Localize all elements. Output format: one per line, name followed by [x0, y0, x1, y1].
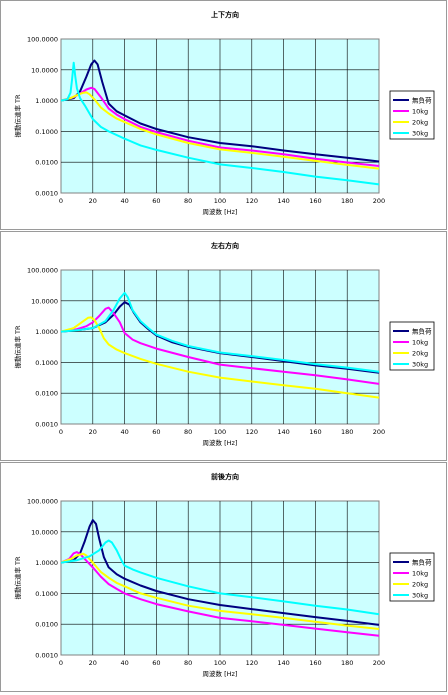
- legend-label: 無負荷: [412, 327, 432, 336]
- y-tick-label: 0.0100: [35, 390, 58, 398]
- x-tick-label: 160: [309, 197, 321, 205]
- legend: 無負荷 10kg 20kg 30kg: [389, 90, 435, 140]
- chart-title: 左右方向: [210, 241, 239, 250]
- x-axis-label: 周波数 [Hz]: [203, 207, 238, 216]
- x-tick-label: 40: [120, 659, 128, 667]
- x-tick-label: 160: [309, 659, 321, 667]
- y-tick-label: 0.0100: [35, 621, 58, 629]
- x-tick-label: 180: [341, 659, 353, 667]
- legend-label: 20kg: [412, 350, 428, 358]
- x-axis-label: 周波数 [Hz]: [203, 438, 238, 447]
- series-line-1: [60, 306, 380, 385]
- legend-label: 10kg: [412, 339, 428, 347]
- series-line-2: [60, 316, 380, 399]
- x-tick-label: 0: [59, 659, 63, 667]
- chart-panel-lateral: 左右方向 0 20 40 60 80 100 120 140 160 180 200 0.0010 0.0…: [0, 231, 447, 461]
- x-tick-label: 200: [373, 428, 385, 436]
- x-tick-label: 80: [184, 428, 192, 436]
- series-line-3: [60, 291, 380, 373]
- x-tick-label: 100: [214, 428, 226, 436]
- series-line-3: [60, 61, 380, 186]
- x-tick-label: 200: [373, 659, 385, 667]
- x-axis-label: 周波数 [Hz]: [203, 669, 238, 678]
- y-tick-label: 10.0000: [31, 297, 58, 305]
- x-tick-label: 0: [59, 428, 63, 436]
- legend-label: 10kg: [412, 108, 428, 116]
- y-tick-label: 1.0000: [35, 97, 58, 105]
- y-axis-label: 振動伝達率 TR: [13, 556, 22, 600]
- y-tick-label: 1.0000: [35, 559, 58, 567]
- x-tick-label: 40: [120, 197, 128, 205]
- chart-panel-vertical: 上下方向 0 20 40 60 80 100 120 140 160 180 200 0.0010 0.0…: [0, 0, 447, 230]
- y-tick-label: 100.0000: [27, 36, 58, 44]
- y-tick-label: 10.0000: [31, 528, 58, 536]
- legend-label: 30kg: [412, 130, 428, 138]
- x-tick-label: 60: [152, 197, 160, 205]
- series-line-1: [60, 551, 380, 637]
- legend: 無負荷 10kg 20kg 30kg: [389, 321, 435, 371]
- x-tick-label: 180: [341, 197, 353, 205]
- x-tick-label: 20: [89, 428, 97, 436]
- x-tick-label: 40: [120, 428, 128, 436]
- y-tick-label: 100.0000: [27, 267, 58, 275]
- legend: 無負荷 10kg 20kg 30kg: [389, 552, 435, 602]
- x-tick-label: 60: [152, 659, 160, 667]
- x-tick-label: 200: [373, 197, 385, 205]
- series-line-3: [60, 539, 380, 616]
- x-tick-label: 80: [184, 659, 192, 667]
- x-tick-label: 180: [341, 428, 353, 436]
- legend-label: 20kg: [412, 119, 428, 127]
- x-tick-label: 160: [309, 428, 321, 436]
- x-tick-label: 120: [246, 197, 258, 205]
- y-tick-label: 10.0000: [31, 66, 58, 74]
- legend-label: 10kg: [412, 570, 428, 578]
- y-tick-label: 0.0100: [35, 159, 58, 167]
- series-line-0: [60, 59, 380, 163]
- y-tick-label: 1.0000: [35, 328, 58, 336]
- x-tick-label: 140: [277, 428, 289, 436]
- x-tick-label: 0: [59, 197, 63, 205]
- y-tick-label: 0.1000: [35, 590, 58, 598]
- series-line-2: [60, 91, 380, 170]
- x-tick-label: 100: [214, 197, 226, 205]
- legend-label: 無負荷: [412, 558, 432, 567]
- legend-label: 20kg: [412, 581, 428, 589]
- y-tick-label: 0.0010: [35, 190, 58, 198]
- x-tick-label: 140: [277, 197, 289, 205]
- x-tick-label: 120: [246, 659, 258, 667]
- series-line-2: [60, 552, 380, 630]
- y-axis-label: 振動伝達率 TR: [13, 325, 22, 369]
- series-line-0: [60, 519, 380, 626]
- y-tick-label: 0.0010: [35, 421, 58, 429]
- x-tick-label: 120: [246, 428, 258, 436]
- x-tick-label: 20: [89, 197, 97, 205]
- chart-title: 前後方向: [211, 472, 239, 481]
- legend-label: 30kg: [412, 592, 428, 600]
- chart-svg: 上下方向 0 20 40 60 80 100 120 140 160 180 200 0.0010 0.0…: [13, 10, 435, 216]
- x-tick-label: 100: [214, 659, 226, 667]
- chart-panel-longitudinal: 前後方向 0 20 40 60 80 100 120 140 160 180 200 0.0010 0.0…: [0, 462, 447, 692]
- chart-svg: 前後方向 0 20 40 60 80 100 120 140 160 180 200 0.0010 0.0…: [13, 472, 435, 678]
- x-tick-label: 140: [277, 659, 289, 667]
- x-tick-label: 60: [152, 428, 160, 436]
- x-tick-label: 80: [184, 197, 192, 205]
- y-tick-label: 100.0000: [27, 498, 58, 506]
- x-tick-label: 20: [89, 659, 97, 667]
- y-tick-label: 0.1000: [35, 359, 58, 367]
- series-line-1: [60, 86, 380, 167]
- chart-title: 上下方向: [211, 10, 239, 19]
- y-axis-label: 振動伝達率 TR: [13, 94, 22, 138]
- y-tick-label: 0.1000: [35, 128, 58, 136]
- y-tick-label: 0.0010: [35, 652, 58, 660]
- legend-label: 30kg: [412, 361, 428, 369]
- legend-label: 無負荷: [412, 96, 432, 105]
- chart-svg: 左右方向 0 20 40 60 80 100 120 140 160 180 200 0.0010 0.0…: [13, 241, 435, 447]
